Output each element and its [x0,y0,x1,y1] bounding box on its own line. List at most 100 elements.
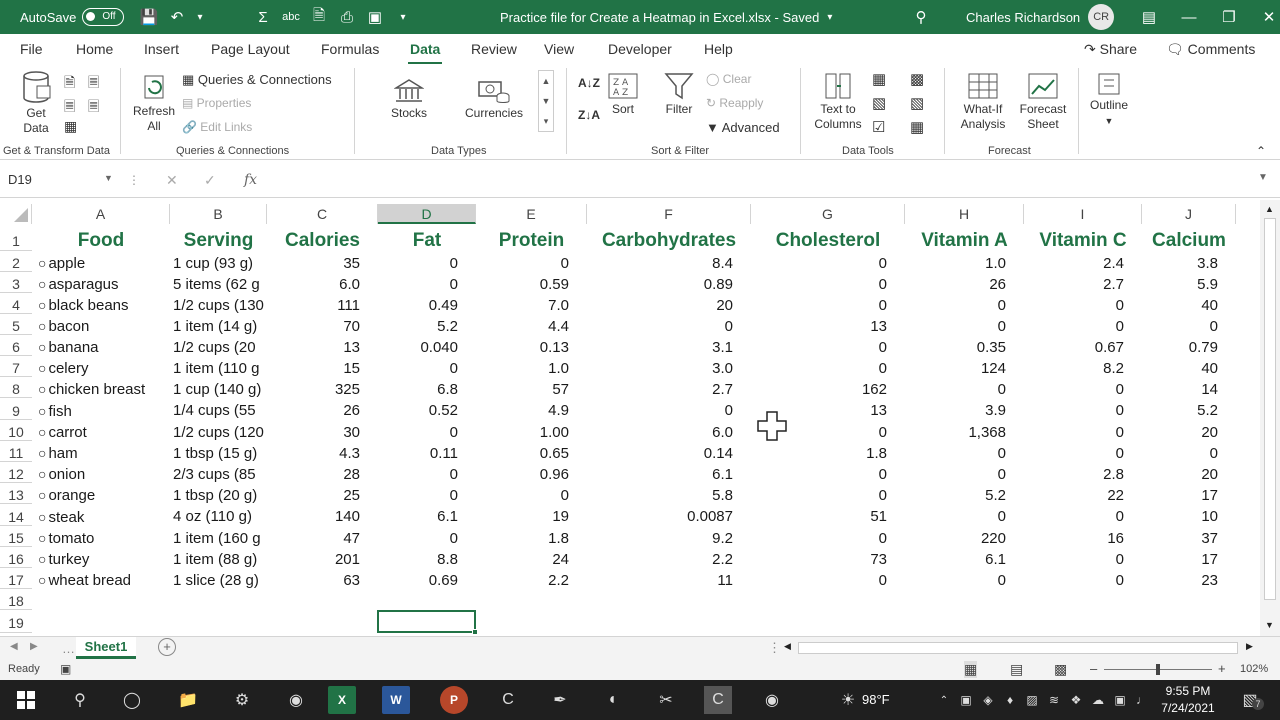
tab-home[interactable]: Home [76,41,114,57]
row-header-19[interactable]: 19 [0,610,32,633]
header-cell[interactable]: Protein [498,230,565,251]
header-cell[interactable]: Fat [412,230,442,251]
save-icon[interactable]: 💾 [139,9,159,26]
cell[interactable]: 0 [997,445,1006,462]
cell[interactable]: 5.9 [1197,276,1218,293]
chevron-down-icon[interactable]: ▾ [197,11,203,23]
cell[interactable]: 8.8 [437,551,458,568]
cell[interactable]: 1.8 [866,445,887,462]
cell[interactable]: 26 [989,276,1006,293]
cell[interactable]: 13 [343,339,360,356]
steam-icon[interactable]: ⚙ [234,692,250,709]
cell[interactable]: 23 [1201,572,1218,589]
scroll-down-icon[interactable]: ▼ [1265,620,1274,630]
expand-formula-icon[interactable]: ▼ [1258,172,1268,183]
cell[interactable]: ○ wheat bread [38,568,170,589]
more-sheets-icon[interactable]: … [62,641,75,656]
header-cell[interactable]: Vitamin A [921,230,1008,251]
cell[interactable]: 0 [878,276,887,293]
cell[interactable]: ○ turkey [38,547,170,568]
consolidate-icon[interactable]: ▩ [910,71,925,88]
hscroll-thumb[interactable] [798,642,1238,654]
cell[interactable]: 1 slice (28 g) [173,572,259,589]
row-header-9[interactable]: 9 [0,398,32,420]
cell[interactable]: 0.13 [539,339,569,356]
cell[interactable]: 2/3 cups (85 [173,466,256,483]
cell[interactable]: 30 [343,424,360,441]
cell[interactable]: 0 [878,487,887,504]
cell[interactable]: 57 [552,381,569,398]
windows-start-icon[interactable] [12,686,40,714]
properties-button[interactable]: ▤ Properties [182,96,251,111]
cell[interactable]: 3.9 [985,402,1006,419]
column-header-d[interactable]: D [378,204,476,224]
cell[interactable]: 4 oz (110 g) [173,508,252,525]
cell[interactable]: 3.1 [712,339,733,356]
cell[interactable]: 0 [449,424,458,441]
cell[interactable]: 47 [343,530,360,547]
tray-app-icon[interactable]: ◈ [983,693,993,707]
cell[interactable]: 1 item (14 g) [173,318,258,335]
what-if-button[interactable]: What-If Analysis [950,72,1016,132]
add-sheet-icon[interactable]: + [158,638,176,656]
cell[interactable]: 2.8 [1103,466,1124,483]
cell[interactable]: 1/2 cups (20 [173,339,256,356]
cell[interactable]: 0.67 [1094,339,1124,356]
cell[interactable]: 0 [1115,381,1124,398]
active-cell[interactable] [377,610,476,633]
cell[interactable]: 0 [560,487,569,504]
edit-links-button[interactable]: 🔗 Edit Links [182,120,252,135]
cell[interactable]: 1.00 [539,424,569,441]
formula-input[interactable] [270,170,1250,192]
currencies-button[interactable]: Currencies [460,78,528,121]
cell[interactable]: 0 [724,402,733,419]
cell[interactable]: 0.11 [429,445,458,462]
chevron-down-icon[interactable]: ▾ [827,11,833,23]
cell[interactable]: 6.1 [437,508,458,525]
snip-tool-icon[interactable]: ✂ [659,692,673,709]
cell[interactable]: 22 [1107,487,1124,504]
scroll-thumb[interactable] [1264,218,1276,600]
cell[interactable]: 73 [870,551,887,568]
cell[interactable]: 3.0 [712,360,733,377]
normal-view-icon[interactable]: ▦ [964,661,978,678]
file-explorer-icon[interactable]: 📁 [178,692,198,709]
cell[interactable]: 0 [878,339,887,356]
pen-tool-icon[interactable]: ✒ [553,692,567,709]
flash-fill-icon[interactable]: ▦ [872,71,887,88]
cell[interactable]: 40 [1201,360,1218,377]
restore-icon[interactable]: ❐ [1222,9,1236,26]
task-view-icon[interactable]: ◯ [123,692,141,709]
cell[interactable]: 17 [1201,487,1218,504]
cell[interactable]: 9.2 [712,530,733,547]
zoom-level[interactable]: 102% [1240,663,1269,675]
cell[interactable]: 1 item (160 g [173,530,261,547]
fill-handle[interactable] [472,629,478,635]
cell[interactable]: ○ fish [38,398,170,420]
cell[interactable]: 7.0 [548,297,569,314]
cell[interactable]: 20 [716,297,733,314]
cancel-icon[interactable]: ✕ [166,172,178,188]
cell[interactable]: 13 [870,402,887,419]
edge-icon[interactable]: ◖ [607,691,617,708]
recent-sources-icon[interactable]: 🗏 [88,98,100,114]
zoom-slider[interactable] [1104,664,1212,675]
cell[interactable]: 0 [1115,402,1124,419]
cell[interactable]: 1 item (88 g) [173,551,258,568]
tray-chevron-icon[interactable]: ⌃ [939,694,949,706]
horizontal-scrollbar[interactable]: ◀ ▶ [780,640,1260,656]
dropbox-icon[interactable]: ❖ [1070,693,1082,707]
cell[interactable]: 2.7 [1103,276,1124,293]
cell[interactable]: 0 [449,530,458,547]
cell[interactable]: 0 [878,572,887,589]
clear-button[interactable]: ◯ Clear [706,72,751,87]
cell[interactable]: 20 [1201,424,1218,441]
row-header-6[interactable]: 6 [0,335,32,356]
sort-az-icon[interactable]: A↓Z [578,76,600,90]
powerpoint-icon[interactable]: P [440,686,468,714]
tab-developer[interactable]: Developer [608,41,672,57]
ribbon-display-icon[interactable]: ▤ [1141,9,1157,26]
search-icon[interactable]: ⚲ [74,692,86,709]
page-layout-view-icon[interactable]: ▤ [1010,661,1024,677]
